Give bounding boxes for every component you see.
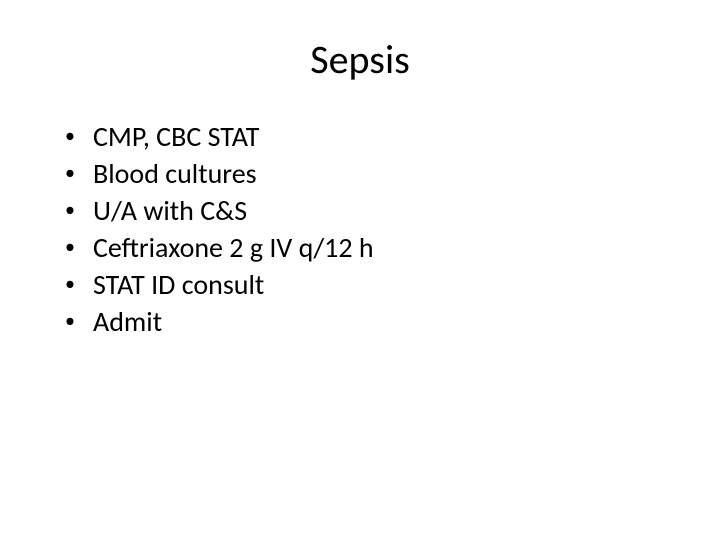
list-item: • U/A with C&S bbox=[65, 193, 670, 228]
slide-container: Sepsis • CMP, CBC STAT • Blood cultures … bbox=[0, 0, 720, 540]
list-item: • Blood cultures bbox=[65, 156, 670, 191]
bullet-icon: • bbox=[65, 230, 93, 264]
bullet-text: Admit bbox=[93, 304, 670, 339]
list-item: • CMP, CBC STAT bbox=[65, 119, 670, 154]
list-item: • STAT ID consult bbox=[65, 267, 670, 302]
bullet-icon: • bbox=[65, 193, 93, 227]
bullet-text: STAT ID consult bbox=[93, 267, 670, 302]
list-item: • Ceftriaxone 2 g IV q/12 h bbox=[65, 230, 670, 265]
list-item: • Admit bbox=[65, 304, 670, 339]
bullet-text: CMP, CBC STAT bbox=[93, 119, 670, 154]
slide-title: Sepsis bbox=[50, 35, 670, 84]
bullet-text: Blood cultures bbox=[93, 156, 670, 191]
bullet-icon: • bbox=[65, 156, 93, 190]
bullet-text: U/A with C&S bbox=[93, 193, 670, 228]
bullet-list: • CMP, CBC STAT • Blood cultures • U/A w… bbox=[50, 119, 670, 339]
bullet-icon: • bbox=[65, 267, 93, 301]
bullet-icon: • bbox=[65, 119, 93, 153]
bullet-icon: • bbox=[65, 304, 93, 338]
bullet-text: Ceftriaxone 2 g IV q/12 h bbox=[93, 230, 670, 265]
